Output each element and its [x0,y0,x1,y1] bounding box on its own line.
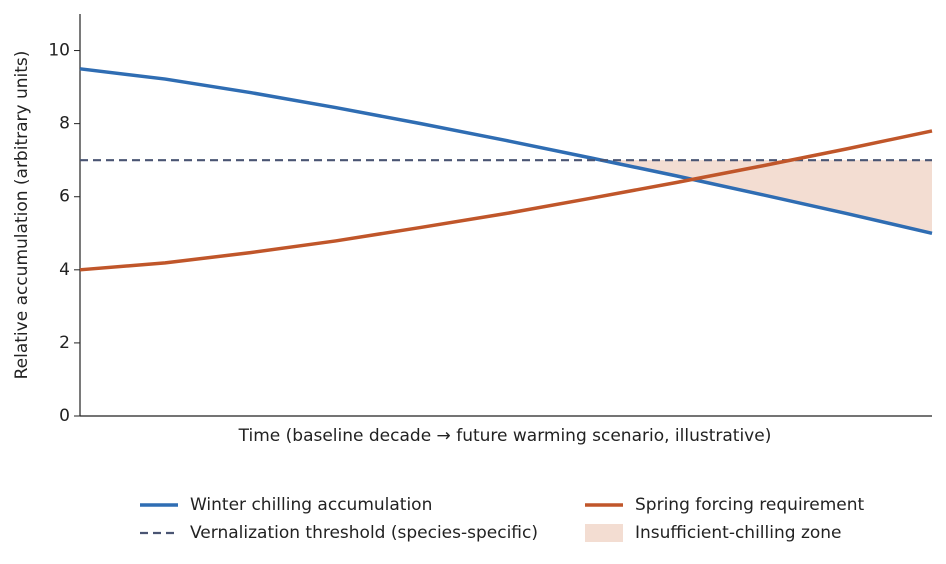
y-tick-label: 8 [59,114,70,134]
legend-label: Winter chilling accumulation [190,495,432,515]
y-tick-label: 0 [59,406,70,426]
series-line [79,67,933,235]
legend-label: Insufficient-chilling zone [635,523,842,543]
y-tick-label: 2 [59,333,70,353]
y-tick-label: 10 [48,41,70,61]
y-tick-label: 6 [59,187,70,207]
fill-zone [601,160,932,234]
legend-swatch [585,524,623,542]
legend-label: Spring forcing requirement [635,495,865,515]
x-axis-label: Time (baseline decade → future warming s… [238,426,772,446]
legend-label: Vernalization threshold (species-specifi… [190,523,538,543]
y-axis-label: Relative accumulation (arbitrary units) [12,51,32,380]
y-tick-label: 4 [59,260,70,280]
series-line [79,129,933,272]
